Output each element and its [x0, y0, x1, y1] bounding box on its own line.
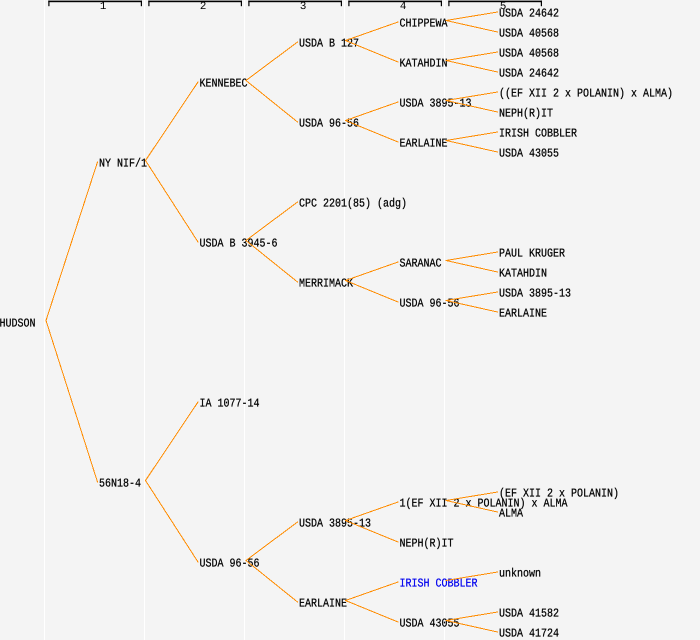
svg-text:KENNEBEC: KENNEBEC [200, 76, 248, 90]
svg-text:IRISH COBBLER: IRISH COBBLER [499, 126, 577, 140]
svg-text:EARLAINE: EARLAINE [299, 596, 347, 610]
svg-text:NY NIF/1: NY NIF/1 [99, 156, 147, 170]
svg-text:EARLAINE: EARLAINE [400, 136, 448, 150]
svg-text:(EF XII 2 x POLANIN): (EF XII 2 x POLANIN) [499, 486, 619, 500]
svg-text:2: 2 [200, 1, 206, 13]
svg-text:EARLAINE: EARLAINE [499, 306, 547, 320]
svg-text:USDA 3895-13: USDA 3895-13 [299, 516, 371, 530]
svg-text:NEPH(R)IT: NEPH(R)IT [499, 106, 553, 120]
svg-text:5: 5 [500, 1, 506, 13]
svg-text:USDA 96-56: USDA 96-56 [200, 556, 260, 570]
svg-text:((EF XII 2 x POLANIN) x ALMA): ((EF XII 2 x POLANIN) x ALMA) [499, 86, 673, 100]
svg-text:4: 4 [400, 1, 406, 13]
svg-text:HUDSON: HUDSON [0, 316, 36, 330]
svg-text:USDA 41724: USDA 41724 [499, 626, 559, 640]
svg-text:PAUL KRUGER: PAUL KRUGER [499, 246, 565, 260]
svg-text:1: 1 [100, 1, 106, 13]
svg-text:unknown: unknown [499, 566, 541, 580]
svg-text:KATAHDIN: KATAHDIN [499, 266, 547, 280]
svg-text:USDA 43055: USDA 43055 [499, 146, 559, 160]
svg-text:CPC 2201(85) (adg): CPC 2201(85) (adg) [299, 196, 407, 210]
svg-text:1(EF XII 2 x POLANIN) x ALMA: 1(EF XII 2 x POLANIN) x ALMA [400, 496, 569, 510]
svg-text:USDA 40568: USDA 40568 [499, 46, 559, 60]
svg-text:KATAHDIN: KATAHDIN [400, 56, 448, 70]
svg-text:USDA 43055: USDA 43055 [400, 616, 460, 630]
svg-text:USDA 40568: USDA 40568 [499, 26, 559, 40]
svg-text:SARANAC: SARANAC [400, 256, 442, 270]
svg-text:USDA 41582: USDA 41582 [499, 606, 559, 620]
svg-text:NEPH(R)IT: NEPH(R)IT [400, 536, 454, 550]
svg-text:USDA 3895-13: USDA 3895-13 [499, 286, 571, 300]
svg-text:USDA B 127: USDA B 127 [299, 36, 359, 50]
svg-text:MERRIMACK: MERRIMACK [299, 276, 354, 290]
svg-text:USDA 24642: USDA 24642 [499, 6, 559, 20]
svg-text:56N18-4: 56N18-4 [99, 476, 141, 490]
svg-text:USDA 96-56: USDA 96-56 [299, 116, 359, 130]
svg-text:ALMA: ALMA [499, 506, 524, 520]
svg-text:USDA 24642: USDA 24642 [499, 66, 559, 80]
svg-text:CHIPPEWA: CHIPPEWA [400, 16, 449, 30]
svg-text:USDA 96-56: USDA 96-56 [400, 296, 460, 310]
svg-text:3: 3 [300, 1, 306, 13]
svg-text:USDA 3895-13: USDA 3895-13 [400, 96, 472, 110]
svg-text:IRISH COBBLER: IRISH COBBLER [400, 576, 478, 590]
svg-text:USDA B 3945-6: USDA B 3945-6 [200, 236, 278, 250]
svg-text:IA 1077-14: IA 1077-14 [200, 396, 260, 410]
